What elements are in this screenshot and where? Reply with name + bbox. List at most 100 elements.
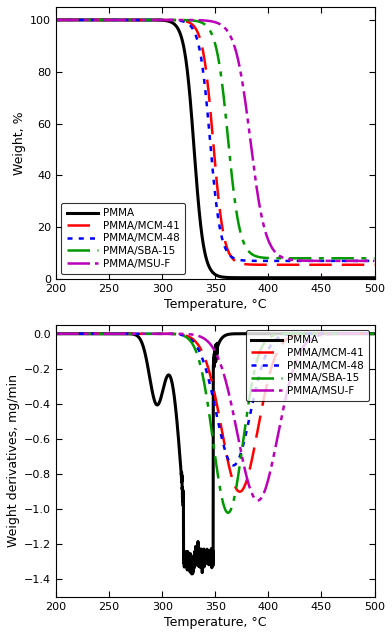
PMMA/MCM-41: [187, 19, 192, 27]
PMMA/MCM-41: [363, 330, 367, 338]
PMMA/MSU-F: [54, 330, 58, 338]
PMMA: [190, 562, 195, 570]
PMMA/MCM-48: [187, 335, 192, 343]
PMMA/MSU-F: [372, 257, 377, 265]
PMMA: [285, 274, 290, 282]
PMMA/SBA-15: [190, 340, 195, 348]
PMMA/MCM-41: [205, 78, 210, 85]
Line: PMMA/MCM-41: PMMA/MCM-41: [56, 334, 374, 492]
PMMA: [190, 123, 195, 130]
PMMA/SBA-15: [205, 23, 210, 31]
PMMA/MCM-48: [190, 25, 195, 32]
PMMA: [285, 330, 290, 338]
PMMA/MCM-48: [363, 330, 367, 338]
PMMA/MSU-F: [190, 331, 195, 338]
Line: PMMA/MSU-F: PMMA/MSU-F: [56, 20, 374, 261]
PMMA/MSU-F: [54, 16, 58, 24]
PMMA/MSU-F: [363, 330, 367, 338]
PMMA: [187, 92, 192, 100]
PMMA/SBA-15: [347, 330, 351, 338]
Y-axis label: Weight derivatives, mg/min: Weight derivatives, mg/min: [7, 375, 20, 548]
PMMA/MCM-41: [190, 335, 195, 343]
PMMA/MCM-48: [54, 16, 58, 24]
PMMA/SBA-15: [226, 509, 230, 516]
PMMA/MCM-48: [231, 462, 236, 469]
PMMA: [347, 330, 351, 338]
PMMA: [363, 330, 367, 338]
Line: PMMA: PMMA: [56, 20, 374, 278]
PMMA/MSU-F: [205, 337, 210, 345]
PMMA/MSU-F: [363, 257, 367, 265]
PMMA/SBA-15: [187, 17, 192, 24]
PMMA/SBA-15: [363, 330, 367, 338]
PMMA/MSU-F: [190, 16, 195, 24]
PMMA/MCM-41: [285, 261, 290, 268]
PMMA: [205, 259, 210, 266]
PMMA/SBA-15: [285, 254, 290, 262]
Line: PMMA/MCM-41: PMMA/MCM-41: [56, 20, 374, 265]
PMMA/MCM-48: [54, 330, 58, 338]
PMMA/MSU-F: [347, 330, 351, 338]
Line: PMMA: PMMA: [56, 334, 374, 574]
Line: PMMA/MCM-48: PMMA/MCM-48: [56, 20, 374, 261]
PMMA/MSU-F: [205, 17, 210, 25]
PMMA/MCM-41: [347, 330, 351, 338]
Legend: PMMA, PMMA/MCM-41, PMMA/MCM-48, PMMA/SBA-15, PMMA/MSU-F: PMMA, PMMA/MCM-41, PMMA/MCM-48, PMMA/SBA…: [246, 330, 369, 401]
PMMA/MCM-41: [238, 488, 242, 495]
PMMA: [205, 552, 210, 560]
PMMA/MCM-41: [54, 16, 58, 24]
Line: PMMA/MCM-48: PMMA/MCM-48: [56, 334, 374, 466]
Legend: PMMA, PMMA/MCM-41, PMMA/MCM-48, PMMA/SBA-15, PMMA/MSU-F: PMMA, PMMA/MCM-41, PMMA/MCM-48, PMMA/SBA…: [61, 203, 185, 274]
Y-axis label: Weight, %: Weight, %: [13, 111, 26, 175]
PMMA: [372, 274, 377, 282]
PMMA/MCM-41: [363, 261, 367, 268]
PMMA/SBA-15: [372, 330, 377, 338]
PMMA/MCM-48: [347, 257, 351, 265]
PMMA/MCM-48: [205, 107, 210, 115]
PMMA/MCM-48: [205, 371, 210, 378]
PMMA/MCM-48: [347, 330, 351, 338]
PMMA/MSU-F: [187, 16, 192, 24]
PMMA/MSU-F: [187, 331, 192, 338]
PMMA/MCM-48: [285, 331, 290, 338]
Line: PMMA/SBA-15: PMMA/SBA-15: [56, 20, 374, 258]
PMMA: [363, 274, 367, 282]
PMMA/SBA-15: [205, 398, 210, 406]
PMMA/MCM-48: [363, 257, 367, 265]
PMMA/SBA-15: [347, 254, 351, 262]
Line: PMMA/MSU-F: PMMA/MSU-F: [56, 334, 374, 501]
PMMA: [347, 274, 351, 282]
PMMA/MCM-41: [54, 330, 58, 338]
PMMA/MCM-48: [372, 257, 377, 265]
PMMA/MCM-41: [372, 261, 377, 268]
PMMA/MSU-F: [256, 497, 260, 504]
PMMA/MSU-F: [347, 257, 351, 265]
PMMA/MSU-F: [372, 330, 377, 338]
X-axis label: Temperature, °C: Temperature, °C: [164, 298, 267, 311]
PMMA/SBA-15: [187, 336, 192, 344]
PMMA/MCM-48: [190, 337, 195, 345]
PMMA: [187, 558, 192, 566]
PMMA/SBA-15: [372, 254, 377, 262]
PMMA/MCM-48: [372, 330, 377, 338]
PMMA/MCM-41: [347, 261, 351, 268]
PMMA/SBA-15: [190, 17, 195, 24]
PMMA/SBA-15: [363, 254, 367, 262]
PMMA/MCM-48: [187, 22, 192, 29]
PMMA/MCM-41: [285, 335, 290, 342]
PMMA/MSU-F: [285, 386, 290, 394]
PMMA/SBA-15: [285, 330, 290, 338]
PMMA/MCM-48: [285, 257, 290, 265]
PMMA/SBA-15: [54, 16, 58, 24]
PMMA/MCM-41: [205, 362, 210, 370]
PMMA: [189, 570, 194, 577]
PMMA/MCM-41: [190, 21, 195, 29]
PMMA: [54, 16, 58, 24]
PMMA/MCM-41: [372, 330, 377, 338]
PMMA/MSU-F: [285, 255, 290, 263]
PMMA: [54, 330, 58, 338]
PMMA/SBA-15: [54, 330, 58, 338]
X-axis label: Temperature, °C: Temperature, °C: [164, 616, 267, 629]
Line: PMMA/SBA-15: PMMA/SBA-15: [56, 334, 374, 513]
PMMA: [372, 330, 377, 338]
